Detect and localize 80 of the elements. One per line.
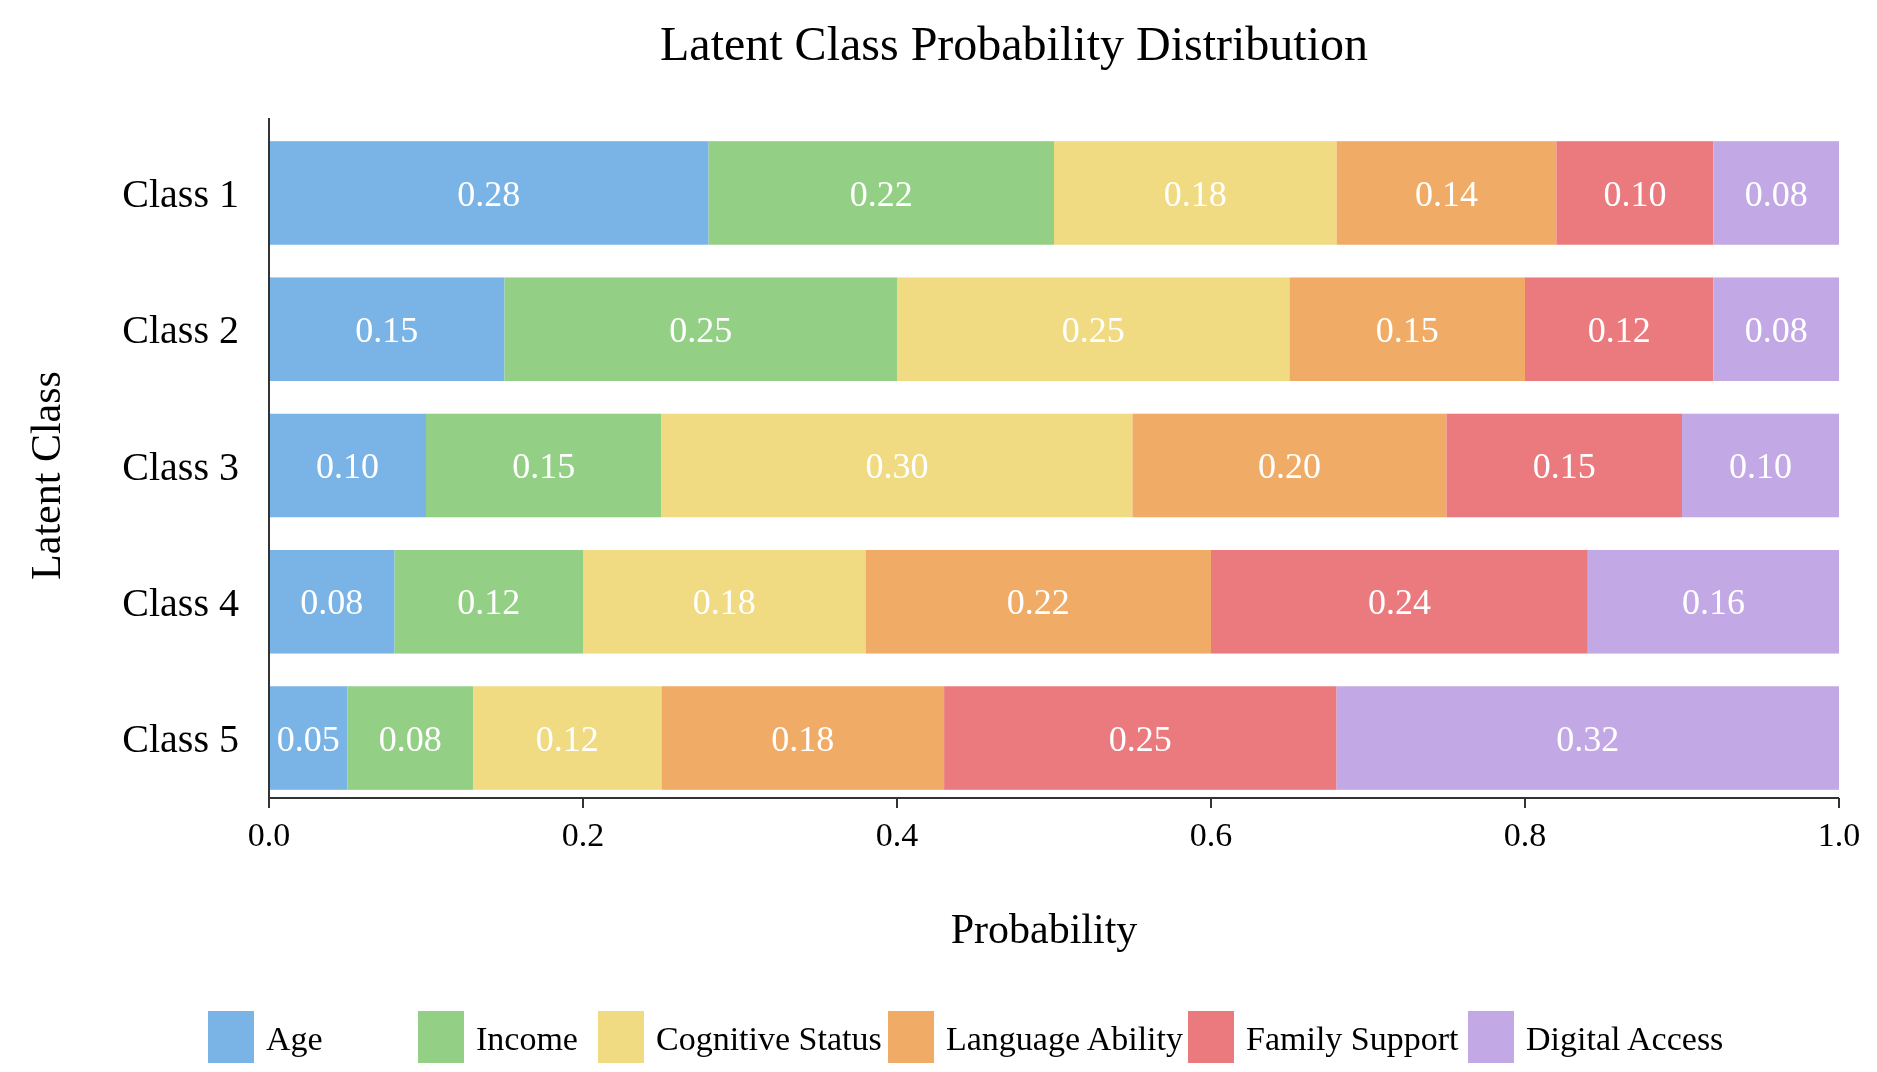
chart-title: Latent Class Probability Distribution: [660, 17, 1368, 70]
data-label: 0.10: [1729, 446, 1792, 487]
bar: [347, 686, 474, 790]
bar: [269, 549, 395, 654]
bar: [944, 686, 1337, 790]
data-label: 0.24: [1367, 582, 1431, 623]
x-tick-label: 1.0: [1817, 816, 1861, 853]
data-label: 0.25: [1108, 718, 1172, 759]
bar: [269, 141, 709, 245]
legend-label: Cognitive Status: [656, 1019, 882, 1057]
x-axis-title: Probability: [950, 906, 1138, 952]
data-label: 0.15: [1532, 446, 1596, 487]
bar: [269, 686, 348, 790]
data-label: 0.15: [512, 446, 576, 487]
bar: [583, 549, 866, 654]
bar: [1336, 141, 1557, 245]
bar: [1211, 549, 1588, 654]
bar: [1289, 277, 1525, 382]
y-axis-title: Latent Class: [23, 371, 69, 580]
data-label: 0.08: [1744, 173, 1808, 214]
data-label: 0.08: [1744, 309, 1808, 350]
data-label: 0.22: [1006, 582, 1070, 623]
y-tick-label: Class 3: [122, 443, 239, 489]
bar: [269, 277, 505, 382]
data-label: 0.12: [1587, 309, 1651, 350]
data-label: 0.08: [300, 582, 364, 623]
y-tick-label: Class 2: [122, 307, 239, 353]
data-label: 0.28: [457, 173, 521, 214]
bar: [865, 549, 1211, 654]
bar: [269, 413, 426, 518]
bar: [1446, 413, 1682, 518]
bar: [473, 686, 662, 790]
bar: [426, 413, 662, 518]
bar: [1587, 549, 1839, 654]
data-label: 0.25: [669, 309, 733, 350]
data-label: 0.12: [535, 718, 599, 759]
data-label: 0.08: [378, 718, 442, 759]
bar: [1525, 277, 1714, 382]
x-tick-label: 0.2: [561, 816, 605, 853]
data-label: 0.18: [771, 718, 835, 759]
x-tick-label: 0.0: [247, 816, 291, 853]
bar: [1336, 686, 1839, 790]
data-label: 0.22: [849, 173, 913, 214]
data-label: 0.30: [865, 446, 929, 487]
bar: [394, 549, 583, 654]
bar: [1713, 277, 1839, 382]
data-label: 0.25: [1061, 309, 1125, 350]
legend-label: Language Ability: [946, 1019, 1184, 1057]
data-label: 0.05: [276, 718, 340, 759]
legend-label: Family Support: [1246, 1019, 1460, 1057]
data-label: 0.12: [457, 582, 521, 623]
data-label: 0.20: [1258, 446, 1321, 487]
bar: [1556, 141, 1714, 245]
y-tick-label: Class 5: [122, 716, 239, 762]
y-tick-label: Class 1: [122, 170, 239, 216]
bar: [708, 141, 1054, 245]
bar: [504, 277, 897, 382]
legend-label: Age: [266, 1019, 323, 1057]
x-tick-label: 0.8: [1503, 816, 1547, 853]
data-label: 0.15: [1375, 309, 1439, 350]
data-label: 0.18: [692, 582, 756, 623]
data-label: 0.18: [1163, 173, 1227, 214]
data-label: 0.32: [1556, 718, 1620, 759]
y-tick-label: Class 4: [122, 579, 239, 625]
data-label: 0.15: [355, 309, 419, 350]
bar: [1713, 141, 1839, 245]
bar: [1682, 413, 1839, 518]
legend-label: Digital Access: [1526, 1019, 1724, 1057]
bar: [661, 686, 945, 790]
data-label: 0.16: [1681, 582, 1745, 623]
x-tick-label: 0.4: [875, 816, 919, 853]
x-tick-label: 0.6: [1189, 816, 1233, 853]
data-label: 0.14: [1415, 173, 1478, 214]
bar: [661, 413, 1133, 518]
bar: [1054, 141, 1337, 245]
bar: [1132, 413, 1447, 518]
bar: [897, 277, 1290, 382]
data-label: 0.10: [316, 446, 379, 487]
legend-label: Income: [476, 1019, 578, 1057]
data-label: 0.10: [1603, 173, 1667, 214]
